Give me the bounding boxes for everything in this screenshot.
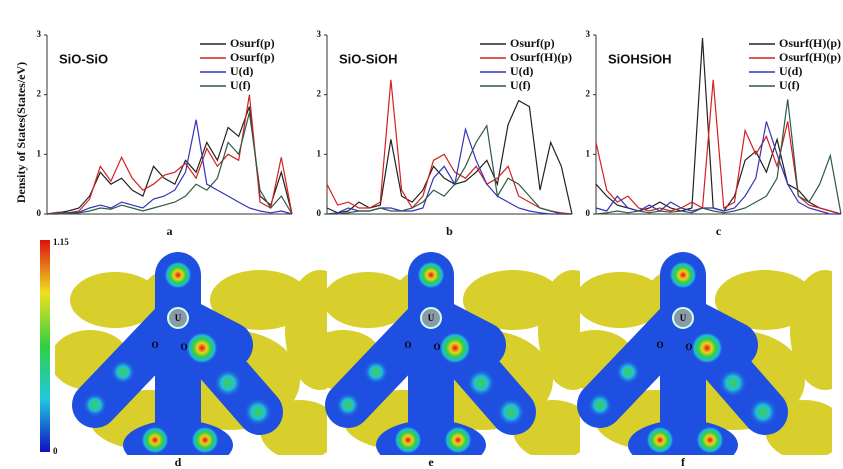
atom-glow — [336, 393, 360, 417]
atom-glow — [186, 332, 218, 364]
surface-blob — [323, 272, 413, 328]
legend-label: U(f) — [510, 78, 531, 92]
legend-label: Osurf(p) — [230, 50, 275, 64]
atom-label: O — [685, 342, 692, 352]
panel-label: a — [167, 224, 173, 238]
y-tick-label: 3 — [586, 29, 591, 39]
surface-blob — [715, 270, 815, 330]
atom-glow — [646, 426, 674, 454]
panel-title: SiO-SiO — [59, 51, 108, 66]
surface-blob — [463, 270, 563, 330]
atom-glow — [719, 369, 747, 397]
y-tick-label: 0 — [37, 208, 42, 218]
legend-label: U(d) — [230, 64, 253, 78]
panel-title: SiOHSiOH — [608, 51, 672, 66]
y-tick-label: 1 — [317, 148, 322, 158]
atom-u — [167, 307, 189, 329]
y-axis-label: Density of States(States/eV) — [14, 62, 28, 203]
legend-label: Osurf(H)(p) — [779, 36, 841, 50]
legend-label: U(d) — [510, 64, 533, 78]
atom-glow — [191, 426, 219, 454]
atom-glow — [439, 332, 471, 364]
y-tick-label: 3 — [37, 29, 42, 39]
atom-glow — [616, 360, 640, 384]
atom-glow — [164, 261, 192, 289]
atom-u — [672, 307, 694, 329]
atom-label: U — [175, 313, 182, 323]
panel-label: b — [446, 224, 453, 238]
atom-u — [420, 307, 442, 329]
y-tick-label: 2 — [586, 89, 591, 99]
atom-glow — [364, 360, 388, 384]
atom-glow — [111, 360, 135, 384]
density-image: U O Od — [55, 252, 327, 469]
surface-blob — [70, 272, 160, 328]
atom-label: O — [404, 340, 411, 350]
atom-glow — [417, 261, 445, 289]
surface-blob — [790, 270, 832, 390]
atom-label: U — [428, 313, 435, 323]
atom-glow — [669, 261, 697, 289]
surface-blob — [575, 272, 665, 328]
atom-label: O — [433, 342, 440, 352]
y-tick-label: 2 — [317, 89, 322, 99]
dos-line — [326, 79, 573, 215]
panel-label: c — [716, 224, 722, 238]
legend-label: U(f) — [779, 78, 800, 92]
y-tick-label: 3 — [317, 29, 322, 39]
dos-line — [327, 124, 572, 215]
dos-line — [326, 99, 573, 215]
panel-title: SiO-SiOH — [339, 51, 398, 66]
image-content — [55, 252, 327, 455]
atom-glow — [749, 398, 777, 426]
y-tick-label: 2 — [37, 89, 42, 99]
y-tick-label: 0 — [317, 208, 322, 218]
panel-label: f — [681, 455, 686, 469]
legend-label: U(f) — [230, 78, 251, 92]
panel-label: d — [175, 455, 182, 469]
y-tick-label: 1 — [37, 148, 42, 158]
surface-blob — [210, 270, 310, 330]
atom-label: O — [151, 340, 158, 350]
colorbar-label: 1.15 — [53, 237, 69, 247]
atom-glow — [214, 369, 242, 397]
density-image: U O Of — [560, 252, 832, 469]
atom-label: U — [680, 313, 687, 323]
panel-label: e — [428, 455, 434, 469]
atom-glow — [691, 332, 723, 364]
legend-label: U(d) — [779, 64, 802, 78]
dos-line — [47, 112, 293, 215]
atom-label: O — [180, 342, 187, 352]
dos-line — [46, 94, 293, 215]
atom-glow — [696, 426, 724, 454]
atom-glow — [588, 393, 612, 417]
atom-glow — [83, 393, 107, 417]
dos-line — [595, 99, 842, 215]
atom-glow — [394, 426, 422, 454]
image-content — [560, 252, 832, 455]
legend-label: Osurf(p) — [230, 36, 275, 50]
atom-glow — [444, 426, 472, 454]
legend-label: Osurf(H)(p) — [510, 50, 572, 64]
image-content — [308, 252, 580, 455]
density-image: U O Oe — [308, 252, 580, 469]
dos-line — [46, 119, 293, 215]
colorbar-label: 0 — [53, 446, 58, 456]
y-tick-label: 1 — [586, 148, 591, 158]
atom-label: O — [656, 340, 663, 350]
atom-glow — [497, 398, 525, 426]
atom-glow — [467, 369, 495, 397]
colorbar — [40, 240, 50, 452]
atom-glow — [244, 398, 272, 426]
atom-glow — [141, 426, 169, 454]
legend-label: Osurf(p) — [510, 36, 555, 50]
legend-label: Osurf(H)(p) — [779, 50, 841, 64]
y-tick-label: 0 — [586, 208, 591, 218]
dos-line — [595, 121, 841, 215]
